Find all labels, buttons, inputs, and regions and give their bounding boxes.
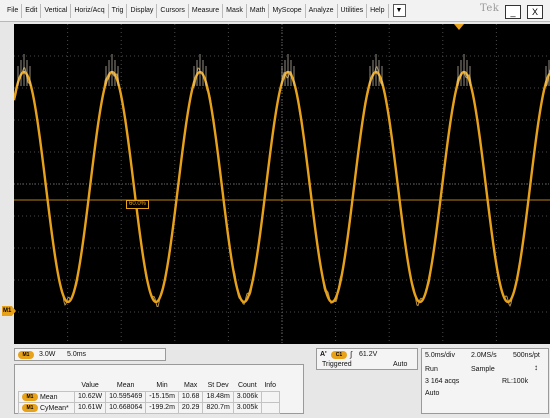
- trigger-slope-icon: ∫: [350, 350, 353, 359]
- menu-horiz-acq[interactable]: Horiz/Acq: [71, 3, 109, 18]
- channel-scale: 3.0W: [39, 351, 56, 358]
- measurement-value: 10.62W: [73, 390, 107, 403]
- measurement-name: CyMean*: [39, 404, 69, 412]
- measurement-min: -199.2m: [145, 401, 179, 414]
- header-value: Value: [81, 381, 99, 389]
- menu-vertical[interactable]: Vertical: [41, 3, 72, 18]
- measurement-count: 3.005k: [232, 401, 262, 414]
- acquisition-panel[interactable]: 5.0ms/div 2.0MS/s 500ns/pt Run Sample ↕ …: [421, 348, 549, 414]
- acq-mode: Sample: [471, 366, 495, 373]
- measurement-panel[interactable]: Value Mean Min Max St Dev Count Info M1 …: [14, 364, 304, 414]
- measurement-min: -15.15m: [145, 390, 179, 403]
- measurement-count: 3.006k: [232, 390, 262, 403]
- m1-ground-marker[interactable]: M1: [2, 306, 16, 316]
- trigger-panel[interactable]: A' C1 ∫ 61.2V Triggered Auto: [316, 348, 418, 370]
- measurement-mean: 10.668064: [105, 401, 147, 414]
- measurement-value: 10.61W: [73, 401, 107, 414]
- measurement-row-mean[interactable]: M1 Mean 10.62W 10.595469 -15.15m 10.68 1…: [18, 390, 280, 403]
- single-seq-arrow-icon[interactable]: ↕: [534, 363, 538, 372]
- trigger-status: Triggered: [322, 361, 352, 368]
- measurement-mean: 10.595469: [105, 390, 147, 403]
- menu-display[interactable]: Display: [127, 3, 158, 18]
- measurement-name: Mean: [39, 393, 58, 401]
- menu-mask[interactable]: Mask: [223, 3, 247, 18]
- measurement-header-row: Value Mean Min Max St Dev Count Info: [19, 380, 280, 391]
- menu-file[interactable]: File: [4, 3, 23, 18]
- menu-myscope[interactable]: MyScope: [269, 3, 306, 18]
- close-button[interactable]: X: [527, 5, 543, 19]
- waveform-display[interactable]: 60.0%: [14, 24, 550, 344]
- menu-bar: File Edit Vertical Horiz/Acq Trig Displa…: [0, 0, 550, 22]
- waveform-graticule: [14, 24, 550, 344]
- measurement-table: Value Mean Min Max St Dev Count Info M1 …: [18, 380, 280, 414]
- header-max: Max: [184, 381, 198, 389]
- menu-dropdown-button[interactable]: ▼: [392, 4, 406, 17]
- timebase: 5.0ms/div: [425, 352, 455, 359]
- measurement-info: [260, 401, 280, 414]
- trigger-position-marker: [454, 24, 464, 30]
- measurement-info: [260, 390, 280, 403]
- menu-measure[interactable]: Measure: [189, 3, 224, 18]
- channel-time: 5.0ms: [67, 351, 87, 358]
- channel-scale-panel[interactable]: M1 3.0W 5.0ms: [14, 348, 166, 361]
- header-info: Info: [264, 381, 277, 389]
- resolution: 500ns/pt: [513, 352, 540, 359]
- trigger-a-label: A': [320, 351, 327, 358]
- acq-state: Run: [425, 366, 438, 373]
- trigger-mode: Auto: [393, 361, 408, 368]
- header-stdev: St Dev: [207, 381, 229, 389]
- measurement-max: 20.29: [177, 401, 204, 414]
- m1-chip: M1: [18, 351, 34, 359]
- menu-math[interactable]: Math: [247, 3, 270, 18]
- menu-edit[interactable]: Edit: [22, 3, 42, 18]
- acq-trigger-mode: Auto: [425, 390, 440, 397]
- trigger-level-percent: 60.0%: [126, 200, 150, 209]
- measurement-max: 10.68: [177, 390, 204, 403]
- header-count: Count: [237, 381, 257, 389]
- menu-help[interactable]: Help: [367, 3, 389, 18]
- trigger-level: 61.2V: [359, 351, 378, 358]
- tek-logo: Tek: [480, 3, 500, 14]
- measurement-row-cymean[interactable]: M1 CyMean* 10.61W 10.668064 -199.2m 20.2…: [18, 401, 280, 414]
- m1-chip: M1: [22, 403, 38, 412]
- minimize-button[interactable]: _: [505, 5, 521, 19]
- record-length: RL:100k: [502, 378, 529, 385]
- m1-chip: M1: [22, 392, 38, 401]
- measurement-stdev: 820.7m: [202, 401, 234, 414]
- left-margin-strip: [0, 24, 14, 344]
- menu-utilities[interactable]: Utilities: [338, 3, 368, 18]
- acq-count: 3 164 acqs: [425, 378, 460, 385]
- menu-analyze[interactable]: Analyze: [306, 3, 338, 18]
- trigger-channel-chip: C1: [331, 351, 347, 359]
- menu-cursors[interactable]: Cursors: [157, 3, 189, 18]
- sample-rate: 2.0MS/s: [471, 352, 497, 359]
- header-min: Min: [156, 381, 168, 389]
- measurement-stdev: 18.48m: [202, 390, 234, 403]
- menu-trig[interactable]: Trig: [109, 3, 128, 18]
- header-mean: Mean: [116, 381, 135, 389]
